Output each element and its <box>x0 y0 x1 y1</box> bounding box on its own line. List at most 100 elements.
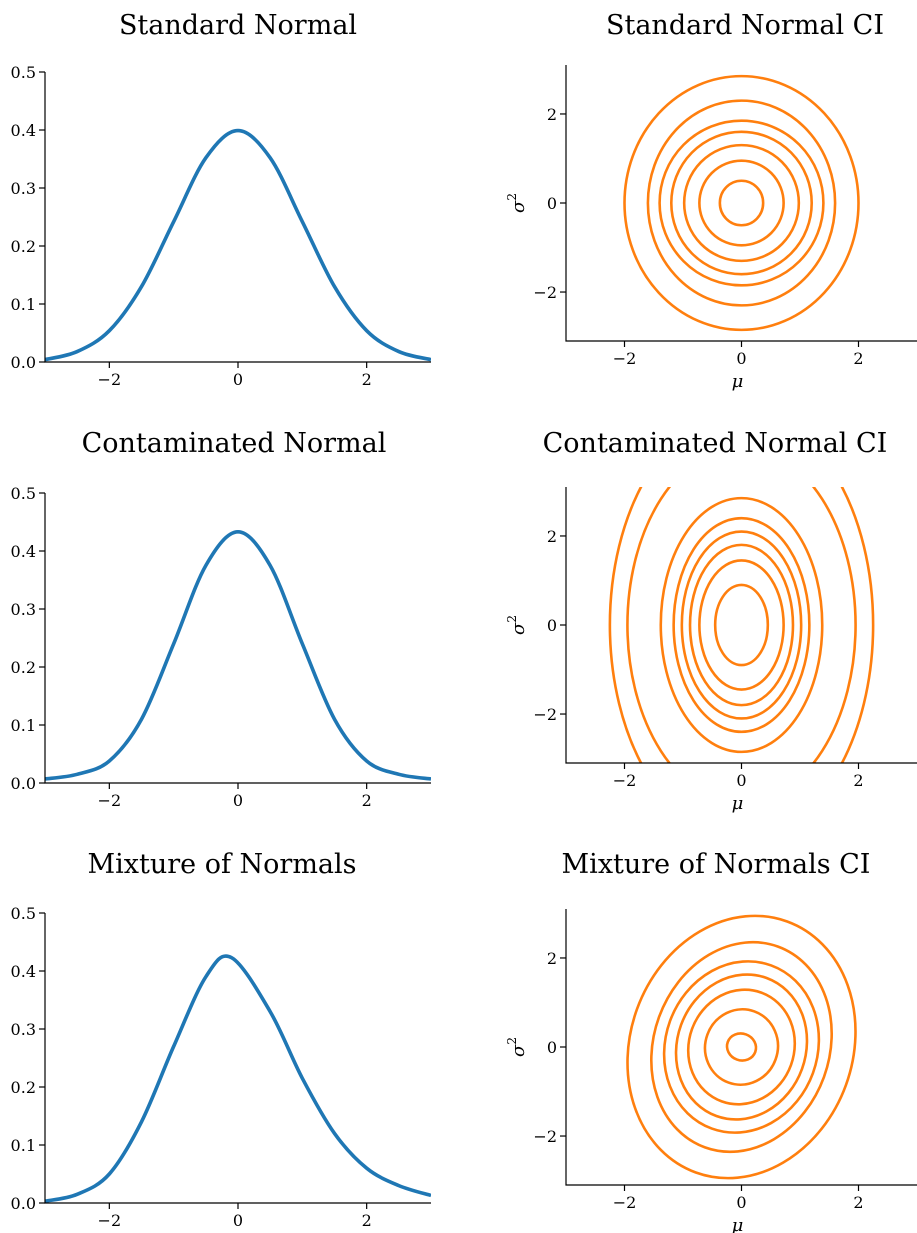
contour-level <box>713 583 770 667</box>
plot-data <box>45 128 431 362</box>
y-tick-label: 0.3 <box>11 179 36 198</box>
contour-level <box>680 530 803 720</box>
panel-contaminated-normal-ci: Contaminated Normal CI −2 0 2 −2 0 2 μ σ2 <box>505 428 917 814</box>
x-tick-label: −2 <box>98 791 122 810</box>
contour-level <box>686 988 797 1106</box>
y-tick-label: 2 <box>547 105 557 124</box>
x-tick-label: 2 <box>853 771 863 790</box>
panel-standard-normal-ci: Standard Normal CI −2 0 2 −2 0 2 μ σ2 <box>505 10 917 392</box>
axis-spine <box>565 487 917 764</box>
x-tick-label: −2 <box>98 1211 122 1230</box>
x-tick-label: 0 <box>233 1211 243 1230</box>
y-tick-label: 0.1 <box>11 1136 36 1155</box>
y-tick-label: 0.5 <box>11 904 36 923</box>
contour-level <box>682 143 801 263</box>
contour-level <box>662 960 821 1134</box>
x-tick-label: 0 <box>736 349 746 368</box>
panel-title: Contaminated Normal <box>82 428 387 459</box>
y-tick-label: 0.3 <box>11 1020 36 1039</box>
contour-level <box>623 74 860 332</box>
y-tick-label: 0.2 <box>11 658 36 677</box>
y-axis-label: σ2 <box>505 615 529 635</box>
x-tick-label: 2 <box>362 1211 372 1230</box>
x-tick-label: −2 <box>613 1193 637 1212</box>
panel-title: Standard Normal <box>119 10 357 41</box>
y-tick-label: 2 <box>547 949 557 968</box>
plot-data <box>608 487 875 763</box>
contour-level <box>646 99 837 307</box>
y-tick-label: 0.0 <box>11 1194 36 1213</box>
y-axis-label: σ2 <box>505 1037 529 1057</box>
plot-data <box>45 530 431 781</box>
x-tick-label: 2 <box>362 791 372 810</box>
x-tick-label: −2 <box>613 349 637 368</box>
axis-spine <box>565 909 917 1186</box>
contour-level <box>718 179 765 227</box>
panel-title: Contaminated Normal CI <box>543 428 888 459</box>
density-curve <box>45 954 431 1203</box>
panel-title: Mixture of Normals <box>87 849 356 880</box>
y-tick-label: 0.3 <box>11 600 36 619</box>
y-tick-label: 0.1 <box>11 716 36 735</box>
y-tick-label: −2 <box>533 705 557 724</box>
x-axis-label: μ <box>732 793 744 814</box>
y-tick-label: 0.4 <box>11 962 36 981</box>
y-tick-label: 0.2 <box>11 1078 36 1097</box>
contour-level <box>658 119 825 287</box>
plot-data <box>45 954 431 1203</box>
plot-data <box>626 914 857 1180</box>
y-tick-label: −2 <box>533 1127 557 1146</box>
y-tick-label: 0.4 <box>11 542 36 561</box>
y-tick-label: 2 <box>547 527 557 546</box>
axis-spine <box>44 72 431 363</box>
contour-level <box>698 559 785 691</box>
x-tick-label: 2 <box>362 370 372 389</box>
contour-level <box>672 516 811 734</box>
y-tick-label: 0 <box>547 616 557 635</box>
contour-level <box>703 1008 780 1086</box>
plot-data <box>623 74 860 332</box>
contour-level <box>669 130 813 276</box>
panel-standard-normal: Standard Normal −2 0 2 0.0 0.1 0.2 0.3 0.4 0.5 <box>11 10 431 389</box>
x-tick-label: −2 <box>613 771 637 790</box>
contour-level <box>698 159 785 247</box>
x-tick-label: 0 <box>736 1193 746 1212</box>
contour-level <box>674 973 809 1121</box>
x-tick-label: 2 <box>853 1193 863 1212</box>
x-tick-label: −2 <box>98 370 122 389</box>
y-tick-label: −2 <box>533 283 557 302</box>
y-tick-label: 0 <box>547 1038 557 1057</box>
panel-title: Standard Normal CI <box>606 10 884 41</box>
density-curve <box>45 128 431 362</box>
y-tick-label: 0.0 <box>11 353 36 372</box>
x-tick-label: 2 <box>853 349 863 368</box>
axis-spine <box>565 65 917 342</box>
contour-level <box>608 487 875 763</box>
x-tick-label: 0 <box>233 370 243 389</box>
y-tick-label: 0 <box>547 194 557 213</box>
y-tick-label: 0.5 <box>11 484 36 503</box>
x-axis-label: μ <box>732 1215 744 1233</box>
contour-level <box>659 496 824 754</box>
panel-contaminated-normal: Contaminated Normal −2 0 2 0.0 0.1 0.2 0.3 0.4 0… <box>11 428 431 810</box>
y-tick-label: 0.4 <box>11 121 36 140</box>
panel-mixture-of-normals: Mixture of Normals −2 0 2 0.0 0.1 0.2 0.3 0.4 0.… <box>11 849 431 1230</box>
panel-mixture-of-normals-ci: Mixture of Normals CI −2 0 2 −2 0 2 μ σ2 <box>505 849 917 1233</box>
y-tick-label: 0.1 <box>11 295 36 314</box>
y-tick-label: 0.2 <box>11 237 36 256</box>
contour-level <box>725 1032 758 1062</box>
y-tick-label: 0.0 <box>11 774 36 793</box>
axis-spine <box>44 493 431 784</box>
y-axis-label: σ2 <box>505 193 529 213</box>
contour-level <box>650 940 833 1154</box>
axis-spine <box>44 913 431 1204</box>
x-tick-label: 0 <box>233 791 243 810</box>
x-axis-label: μ <box>732 371 744 392</box>
contour-level <box>626 914 857 1180</box>
y-tick-label: 0.5 <box>11 63 36 82</box>
x-tick-label: 0 <box>736 771 746 790</box>
contour-level <box>626 487 857 763</box>
contour-level <box>688 543 795 707</box>
panel-title: Mixture of Normals CI <box>562 849 871 880</box>
